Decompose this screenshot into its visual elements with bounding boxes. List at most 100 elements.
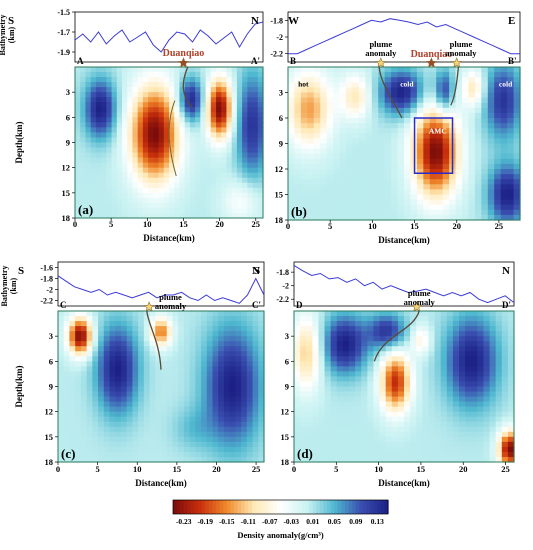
heatmap-cell — [384, 77, 392, 83]
heatmap-cell — [481, 143, 489, 150]
heatmap-cell — [477, 426, 485, 433]
heatmap-cell — [468, 179, 476, 185]
heatmap-cell — [109, 321, 116, 327]
heatmap-cell — [221, 152, 228, 159]
heatmap-cell — [513, 82, 521, 88]
heatmap-cell — [236, 182, 243, 189]
heatmap-cell — [474, 163, 482, 170]
heatmap-cell — [336, 421, 344, 428]
heatmap-cell — [109, 401, 116, 408]
heatmap-cell — [63, 441, 71, 448]
heatmap-cell — [241, 371, 248, 378]
heatmap-cell — [436, 87, 444, 94]
colorbar-swatch — [355, 500, 360, 514]
heatmap-cell — [161, 366, 168, 372]
heatmap-cell — [229, 441, 236, 448]
heatmap-cell — [346, 169, 354, 175]
heatmap-cell — [258, 311, 265, 317]
heatmap-cell — [471, 366, 478, 372]
heatmap-cell — [471, 391, 478, 398]
heatmap-cell — [216, 137, 222, 144]
heatmap-cell — [326, 214, 334, 221]
heatmap-cell — [75, 107, 81, 113]
heatmap-cell — [183, 451, 191, 458]
heatmap-cell — [75, 82, 81, 88]
heatmap-cell — [103, 391, 111, 398]
heatmap-cell — [397, 214, 405, 221]
heatmap-cell — [378, 169, 386, 175]
heatmap-cell — [489, 326, 497, 332]
heatmap-cell — [149, 366, 156, 372]
heatmap-cell — [115, 431, 122, 438]
heatmap-cell — [137, 142, 144, 149]
heatmap-cell — [161, 386, 168, 393]
heatmap-cell — [481, 87, 489, 94]
heatmap-cell — [242, 97, 248, 103]
heatmap-cell — [385, 341, 393, 347]
heatmap-cell — [483, 406, 491, 413]
heatmap-cell — [218, 311, 225, 317]
heatmap-cell — [252, 152, 259, 159]
heatmap-cell — [468, 194, 476, 201]
heatmap-cell — [80, 311, 88, 317]
heatmap-cell — [201, 391, 208, 398]
heatmap-cell — [429, 179, 437, 185]
heatmap-cell — [247, 202, 254, 209]
heatmap-cell — [459, 446, 466, 453]
heatmap-cell — [330, 326, 338, 332]
heatmap-cell — [404, 436, 411, 443]
heatmap-cell — [195, 416, 202, 423]
heatmap-cell — [483, 441, 491, 448]
heatmap-cell — [507, 436, 515, 443]
heatmap-cell — [300, 128, 308, 134]
bathy-tick-label: -1.6 — [40, 264, 53, 273]
heatmap-cell — [75, 356, 82, 362]
heatmap-cell — [169, 132, 175, 139]
heatmap-cell — [384, 123, 392, 129]
heatmap-cell — [481, 153, 489, 160]
heatmap-cell — [132, 167, 139, 174]
heatmap-cell — [336, 356, 344, 362]
heatmap-cell — [416, 138, 424, 145]
heatmap-cell — [349, 401, 356, 408]
heatmap-cell — [148, 167, 154, 174]
colorbar-swatch — [244, 500, 249, 514]
heatmap-cell — [163, 97, 170, 103]
heatmap-cell — [434, 406, 442, 413]
heatmap-cell — [179, 182, 186, 189]
heatmap-cell — [137, 202, 144, 209]
colorbar-swatch — [183, 500, 188, 514]
heatmap-cell — [155, 421, 162, 428]
heatmap-cell — [153, 212, 160, 219]
heatmap-cell — [404, 421, 411, 428]
heatmap-cell — [116, 87, 123, 93]
heatmap-cell — [410, 77, 418, 83]
heatmap-cell — [349, 371, 356, 378]
heatmap-cell — [500, 158, 508, 165]
heatmap-cell — [153, 192, 160, 199]
heatmap-cell — [183, 371, 191, 378]
heatmap-cell — [195, 197, 201, 204]
heatmap-cell — [142, 152, 149, 159]
heatmap-cell — [169, 207, 175, 214]
heatmap-cell — [169, 172, 175, 179]
heatmap-cell — [452, 401, 460, 408]
colorbar-swatch — [319, 500, 325, 514]
heatmap-cell — [174, 72, 181, 78]
heatmap-cell — [397, 133, 405, 139]
heatmap-cell — [465, 391, 472, 398]
heatmap-cell — [397, 396, 405, 403]
heatmap-cell — [247, 162, 254, 169]
heatmap-cell — [416, 179, 424, 185]
heatmap-cell — [195, 311, 202, 317]
heatmap-cell — [367, 311, 375, 317]
heatmap-cell — [189, 421, 196, 428]
heatmap-cell — [63, 336, 71, 342]
heatmap-cell — [80, 172, 87, 179]
heatmap-cell — [352, 194, 360, 201]
heatmap-cell — [306, 391, 313, 398]
heatmap-cell — [428, 431, 436, 438]
heatmap-cell — [385, 361, 393, 367]
heatmap-cell — [69, 451, 76, 458]
heatmap-cell — [143, 331, 151, 337]
